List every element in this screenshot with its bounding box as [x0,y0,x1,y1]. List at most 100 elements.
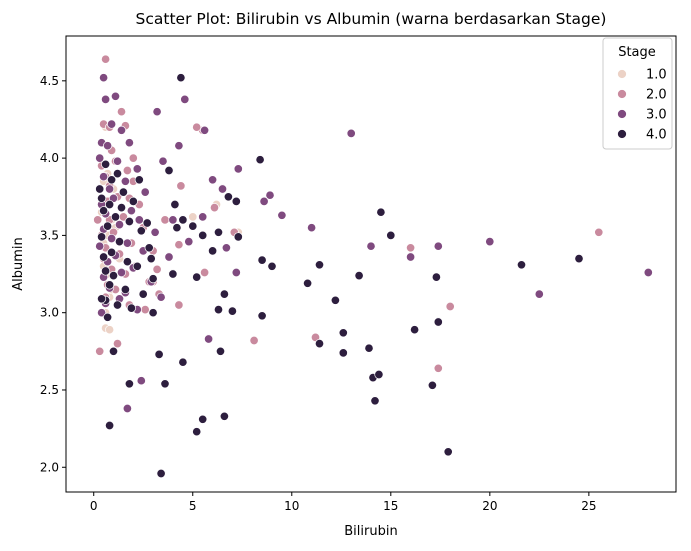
scatter-point [97,193,107,203]
scatter-point [99,252,109,262]
scatter-point [95,184,105,194]
scatter-point [107,119,117,129]
scatter-point [105,184,115,194]
legend-title: Stage [618,45,656,60]
scatter-point [107,175,117,185]
scatter-point [184,237,194,247]
y-tick-label: 3.0 [40,306,59,320]
scatter-point [330,295,340,305]
scatter-point [198,414,208,424]
scatter-point [231,267,241,278]
scatter-point [95,153,105,163]
scatter-point [410,325,420,335]
x-axis-label: Bilirubin [344,524,397,539]
scatter-point [168,215,178,225]
scatter-point [376,207,386,217]
scatter-point [126,303,136,313]
x-tick-label: 20 [482,499,497,513]
scatter-point [178,215,188,225]
x-axis: 0 5 10 15 20 25 [90,492,596,513]
scatter-point [208,175,218,185]
scatter-point [209,203,220,213]
legend: Stage 1.0 2.0 3.0 4.0 [602,37,673,150]
scatter-point [213,227,224,237]
scatter-point [97,294,107,304]
scatter-point [198,230,208,240]
scatter-point [128,196,138,206]
plot-area-frame [65,35,677,493]
scatter-point [443,447,453,457]
scatter-point [231,196,241,206]
scatter-point [107,233,117,244]
scatter-point [124,216,134,227]
scatter-point [406,252,416,262]
scatter-point [136,226,146,236]
legend-marker [617,69,627,79]
scatter-point [534,289,544,299]
scatter-point [160,215,170,225]
scatter-point [101,94,111,104]
scatter-point [101,54,111,64]
scatter-point [200,267,210,278]
scatter-point [108,271,119,281]
scatter-point [259,196,269,206]
scatter-point [277,210,287,220]
scatter-point [170,199,180,210]
scatter-point [213,305,224,315]
scatter-point [107,247,117,257]
scatter-point [126,206,136,216]
scatter-point [267,261,277,271]
scatter-point [146,254,156,264]
scatter-point [221,243,231,253]
scatter-point [433,241,443,251]
scatter-point [172,223,182,233]
scatter-point [219,289,229,299]
scatter-point [120,284,130,295]
scatter-point [217,184,228,194]
scatter-point [176,181,186,191]
scatter-point [118,187,128,197]
scatter-point [138,289,148,299]
legend-box [602,37,673,150]
scatter-point [154,349,164,359]
scatter-point [354,271,364,281]
scatter-point [116,125,127,135]
chart-title: Scatter Plot: Bilirubin vs Albumin (warn… [136,10,607,28]
scatter-point [174,300,184,310]
scatter-point [168,269,178,279]
legend-marker [617,89,627,99]
scatter-point [93,215,103,225]
scatter-point [346,128,356,138]
scatter-point [132,261,142,271]
scatter-point [208,246,218,256]
scatter-point [134,215,144,225]
scatter-point [105,280,115,290]
scatter-point [148,274,158,284]
legend-marker [617,109,627,119]
scatter-point [114,237,125,247]
scatter-point [188,212,198,222]
scatter-point [574,254,584,264]
scatter-point [136,376,146,386]
scatter-point [112,156,123,166]
scatter-point [233,232,243,242]
scatter-point [338,328,348,338]
scatter-point [192,272,202,282]
scatter-point [160,379,170,389]
scatter-point [122,165,132,176]
y-tick-label: 4.0 [40,151,59,165]
scatter-point [122,238,132,248]
scatter-point [152,107,162,117]
y-tick-label: 2.5 [40,383,59,397]
scatter-point [314,339,325,349]
scatter-point [114,220,125,230]
legend-label: 2.0 [646,88,667,103]
y-axis: 2.0 2.5 3.0 3.5 4.0 4.5 [40,74,66,474]
scatter-point [156,292,166,302]
scatter-point [303,278,313,288]
scatter-point [105,199,115,210]
scatter-point [307,223,317,233]
scatter-point [366,241,376,251]
scatter-point [99,73,109,83]
